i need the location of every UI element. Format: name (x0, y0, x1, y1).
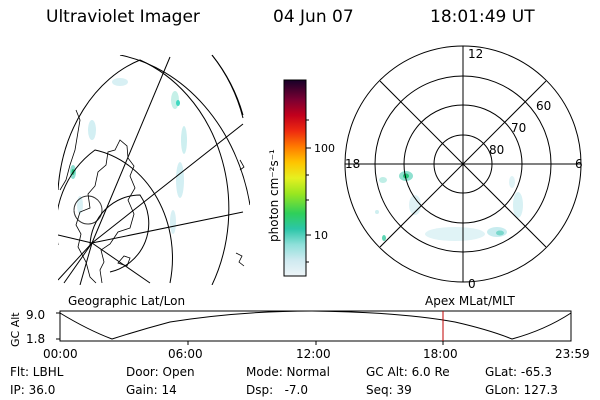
timeline-axis-title: GC Alt (9, 312, 22, 347)
polar-label-0: 0 (468, 277, 476, 291)
timeline-right-label: Apex MLat/MLT (425, 294, 515, 308)
colorbar-unit-label: photon cm⁻²s⁻¹ (267, 149, 281, 242)
info-seq: Seq: 39 (366, 383, 412, 397)
timeline-ytick-9: 9.0 (26, 308, 46, 322)
timeline-xtick-2359: 23:59 (555, 347, 590, 361)
polar-label-70: 70 (511, 121, 526, 135)
colorbar-tick-100: 100 (314, 142, 335, 155)
timeline-xtick-1200: 12:00 (296, 347, 331, 361)
polar-label-80: 80 (489, 143, 504, 157)
info-mode: Mode: Normal (246, 365, 330, 379)
polar-label-12: 12 (468, 47, 483, 61)
timeline-xtick-1800: 18:00 (423, 347, 458, 361)
info-gc-alt: GC Alt: 6.0 Re (366, 365, 450, 379)
instrument-title: Ultraviolet Imager (46, 7, 200, 27)
timeline-xtick-0000: 00:00 (43, 347, 78, 361)
polar-aurora-emission (375, 171, 523, 241)
geographic-map (58, 55, 250, 285)
info-glon: GLon: 127.3 (485, 383, 558, 397)
info-door: Door: Open (126, 365, 195, 379)
info-ip: IP: 36.0 (10, 383, 56, 397)
timeline-xtick-0600: 06:00 (168, 347, 203, 361)
timeline-ytick-1-8: 1.8 (26, 332, 46, 346)
polar-plot (344, 45, 582, 283)
info-gain: Gain: 14 (126, 383, 177, 397)
info-filter: Flt: LBHL (10, 365, 64, 379)
gc-alt-curve (59, 310, 572, 340)
geo-aurora-emission (70, 78, 187, 234)
info-dsp: Dsp: -7.0 (246, 383, 309, 397)
polar-label-60: 60 (536, 99, 551, 113)
timeline-left-label: Geographic Lat/Lon (68, 294, 186, 308)
time-label: 18:01:49 UT (430, 7, 535, 27)
altitude-timeline (56, 310, 572, 345)
geo-boundary-arc (211, 54, 244, 119)
polar-label-18: 18 (345, 157, 360, 171)
info-glat: GLat: -65.3 (485, 365, 552, 379)
date-label: 04 Jun 07 (273, 7, 354, 27)
colorbar-tick-10: 10 (314, 229, 328, 242)
polar-label-6: 6 (575, 157, 583, 171)
colorbar (283, 79, 311, 277)
